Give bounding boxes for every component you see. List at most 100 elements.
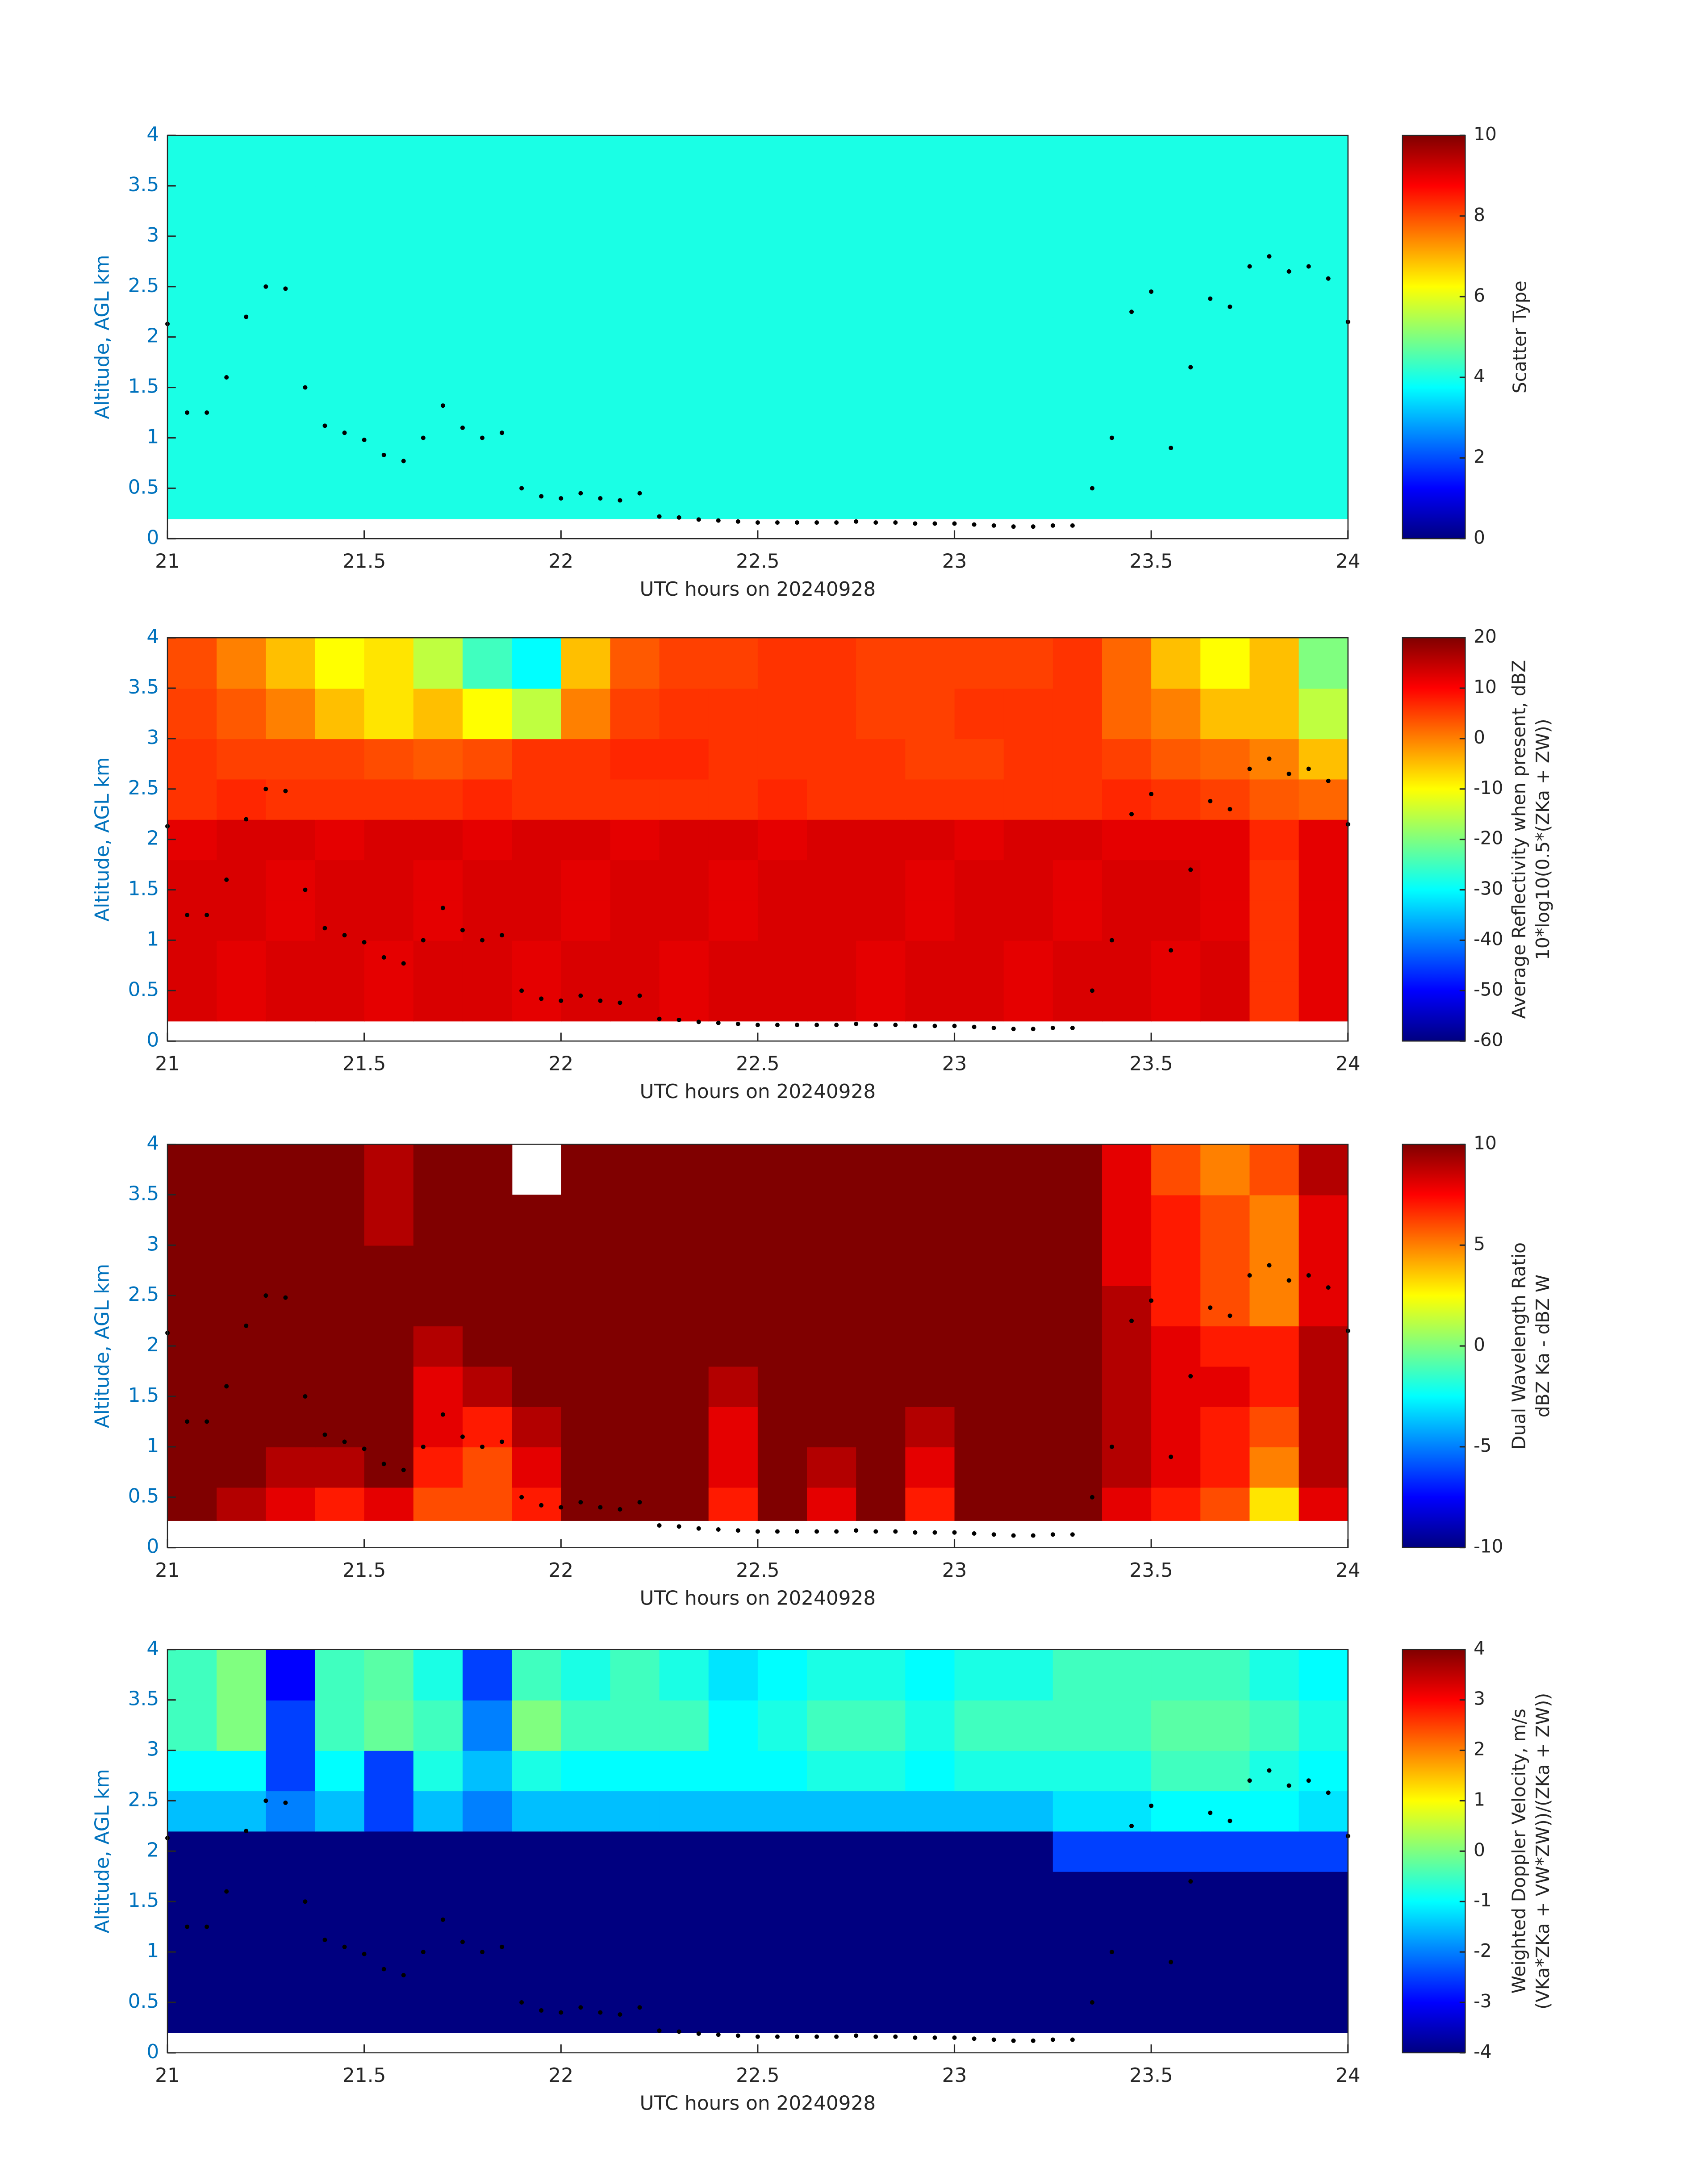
heatmap-cell [708, 357, 759, 398]
heatmap-cell [217, 236, 267, 277]
heatmap-cell [1052, 900, 1103, 941]
point [1228, 304, 1232, 309]
y-tick-label: 3 [146, 224, 159, 247]
heatmap-cell [856, 1911, 906, 1953]
heatmap-cell [1200, 1700, 1250, 1751]
heatmap-cell [856, 478, 906, 519]
heatmap-cell [757, 980, 808, 1022]
heatmap-cell [757, 1144, 808, 1195]
point [1326, 276, 1331, 281]
point [1326, 1285, 1331, 1290]
heatmap-cell [757, 779, 808, 820]
heatmap-cell [1151, 1487, 1201, 1521]
heatmap-cell [708, 276, 759, 318]
heatmap-cell [757, 940, 808, 982]
heatmap-cell [1151, 1446, 1201, 1488]
heatmap-cell [807, 1487, 857, 1521]
heatmap-cell [905, 1992, 955, 2033]
point [539, 996, 544, 1001]
heatmap-cell [856, 1406, 906, 1448]
heatmap-cell [954, 186, 1004, 237]
heatmap-cell [1200, 1790, 1250, 1832]
heatmap-cell [1200, 1144, 1250, 1195]
heatmap-cell [512, 1992, 562, 2033]
heatmap-cell [856, 638, 906, 689]
heatmap-cell [1102, 940, 1152, 982]
heatmap-cell [708, 317, 759, 358]
heatmap-cell [561, 1195, 611, 1246]
heatmap-cell [905, 1831, 955, 1872]
heatmap-cell [512, 317, 562, 358]
heatmap-cell [1200, 1992, 1250, 2033]
heatmap-cell [757, 1790, 808, 1832]
heatmap-cell [462, 738, 513, 780]
heatmap-cell [905, 940, 955, 982]
heatmap-cell [1200, 1952, 1250, 1993]
heatmap-cell [1102, 1831, 1152, 1872]
heatmap-cell [462, 1871, 513, 1913]
point [1110, 1950, 1114, 1955]
colorbar-tick-label: -1 [1474, 1889, 1492, 1911]
heatmap-cell [266, 357, 316, 398]
heatmap-cell [659, 1325, 709, 1367]
x-tick-label: 21.5 [342, 1559, 386, 1582]
heatmap-cell [1003, 478, 1054, 519]
heatmap-cell [217, 1144, 267, 1195]
colorbar-tick-label: -50 [1474, 978, 1503, 1000]
heatmap-cell [462, 688, 513, 740]
point [952, 1530, 957, 1535]
heatmap-cell [512, 1195, 562, 1246]
point [205, 1924, 209, 1929]
point [873, 1023, 878, 1028]
heatmap-cell [659, 276, 709, 318]
heatmap-cell [1052, 438, 1103, 479]
y-tick-label: 1.5 [128, 1384, 159, 1407]
heatmap-cell [708, 1487, 759, 1521]
heatmap-cell [364, 438, 414, 479]
heatmap-cell [167, 738, 217, 780]
heatmap-cell [1151, 688, 1201, 740]
heatmap-cell [807, 1285, 857, 1327]
point [500, 1944, 505, 1949]
heatmap-cell [708, 135, 759, 187]
heatmap-cell [512, 1750, 562, 1792]
heatmap-cell [1249, 276, 1299, 318]
heatmap-cell [512, 819, 562, 861]
heatmap-cell [856, 940, 906, 982]
point [381, 1462, 386, 1467]
heatmap-cell [364, 1245, 414, 1286]
heatmap-cell [462, 317, 513, 358]
heatmap-cell [757, 236, 808, 277]
heatmap-cell [1003, 980, 1054, 1022]
point [637, 491, 642, 496]
heatmap-cell [512, 1487, 562, 1521]
heatmap-cell [1003, 859, 1054, 901]
heatmap-cell [1299, 1871, 1349, 1913]
point [578, 491, 583, 496]
heatmap-cell [1151, 236, 1201, 277]
heatmap-cell [659, 1790, 709, 1832]
x-tick-label: 24 [1336, 1559, 1361, 1582]
heatmap-cell [757, 317, 808, 358]
heatmap-cell [1200, 1366, 1250, 1407]
heatmap-cell [1299, 1366, 1349, 1407]
heatmap-cell [954, 1871, 1004, 1913]
heatmap-cell [1003, 1366, 1054, 1407]
point [500, 430, 505, 435]
heatmap-cell [1200, 397, 1250, 439]
heatmap-cell [217, 638, 267, 689]
heatmap-cell [807, 779, 857, 820]
point [834, 1023, 839, 1028]
y-axis-label: Altitude, AGL km [91, 1769, 113, 1933]
heatmap-cell [1102, 236, 1152, 277]
heatmap-cell [561, 1649, 611, 1701]
point [480, 435, 484, 440]
heatmap-cell [807, 638, 857, 689]
heatmap-cell [217, 1750, 267, 1792]
heatmap-cell [659, 980, 709, 1022]
heatmap-cell [1249, 900, 1299, 941]
point [460, 425, 465, 430]
heatmap-cell [413, 900, 464, 941]
heatmap-cell [167, 186, 217, 237]
